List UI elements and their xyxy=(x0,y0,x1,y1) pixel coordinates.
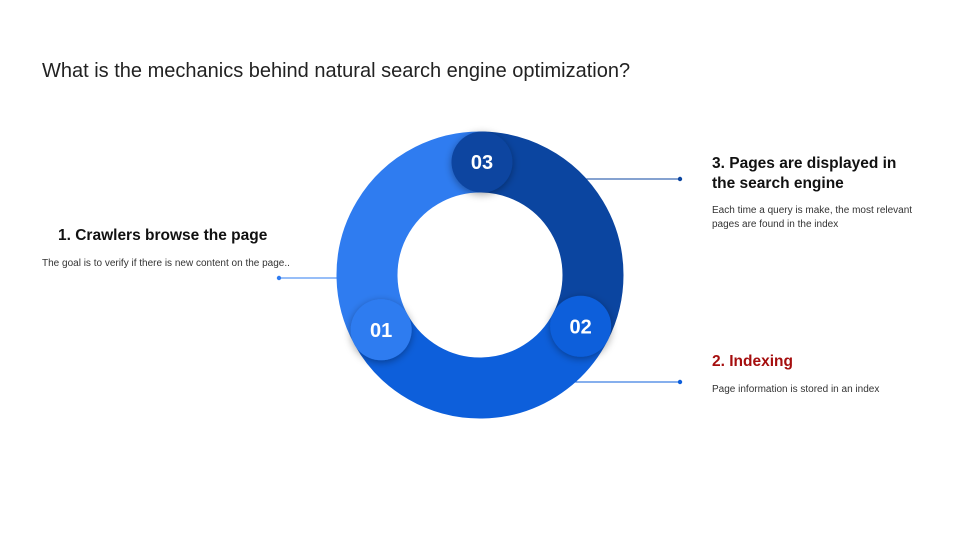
ring-cap-01 xyxy=(350,299,412,361)
connector-dot-01 xyxy=(276,275,282,281)
step-1-text: The goal is to verify if there is new co… xyxy=(42,258,290,269)
ring-cap-03 xyxy=(451,131,513,193)
step-number-02: 02 xyxy=(570,316,592,338)
step-3-text: Each time a query is make, the most rele… xyxy=(712,205,913,230)
ring-segment-03 xyxy=(480,131,624,341)
step-2-text: Page information is stored in an index xyxy=(712,384,880,395)
ring-cap-02 xyxy=(550,295,612,357)
connector-dot-02 xyxy=(677,379,683,385)
slide-title: What is the mechanics behind natural sea… xyxy=(42,60,631,82)
step-number-03: 03 xyxy=(471,152,493,174)
step-2-heading: 2. Indexing xyxy=(712,353,793,370)
step-number-01: 01 xyxy=(370,320,392,342)
step-1-heading: 1. Crawlers browse the page xyxy=(58,227,268,244)
step-3-heading: 3. Pages are displayed in the search eng… xyxy=(712,155,897,192)
ring-segment-01 xyxy=(336,131,483,345)
connector-dot-03 xyxy=(677,176,683,182)
ring-segment-02 xyxy=(354,311,608,419)
